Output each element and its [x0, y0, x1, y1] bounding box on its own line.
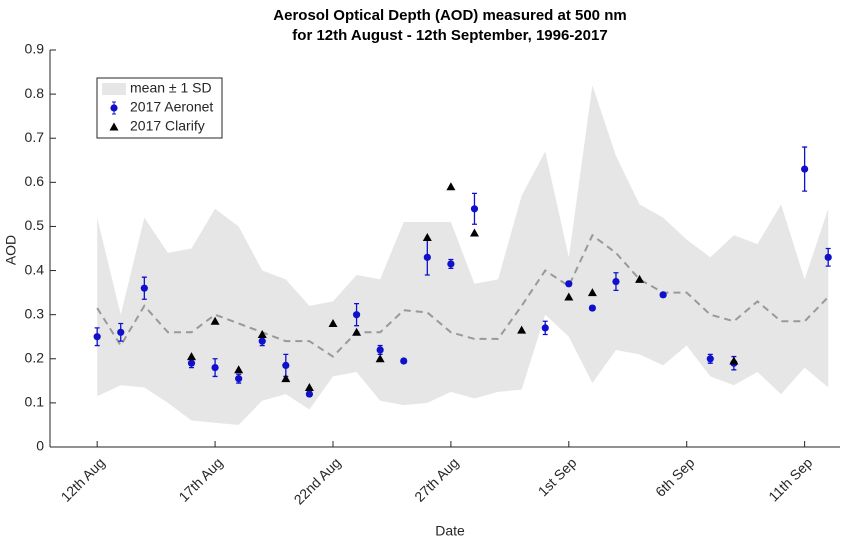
point	[446, 182, 456, 191]
x-tick-label: 12th Aug	[58, 454, 108, 504]
point	[352, 327, 362, 336]
legend-label: 2017 Clarify	[130, 118, 205, 134]
point	[588, 304, 596, 312]
point	[612, 277, 620, 286]
point	[565, 280, 573, 288]
x-tick-label: 6th Sep	[652, 454, 698, 500]
point	[258, 337, 266, 345]
point	[211, 364, 219, 372]
mean-line	[96, 233, 829, 358]
point	[234, 365, 244, 374]
legend-swatch	[102, 83, 126, 95]
point	[541, 324, 549, 332]
point	[729, 356, 739, 365]
y-tick-label: 0.5	[25, 217, 45, 233]
legend-marker	[109, 122, 119, 131]
y-tick-label: 0.4	[25, 261, 45, 277]
x-tick-label: 1st Sep	[535, 454, 580, 499]
point	[824, 253, 832, 261]
point	[281, 374, 291, 383]
point	[352, 311, 361, 319]
point	[210, 316, 220, 325]
x-tick-label: 17th Aug	[175, 454, 225, 504]
point	[140, 284, 148, 292]
x-axis-label: Date	[435, 523, 465, 539]
y-tick-label: 0.3	[25, 305, 45, 321]
point	[186, 352, 196, 361]
x-tick-label: 11th Sep	[765, 454, 815, 504]
x-tick-label: 22nd Aug	[291, 454, 344, 507]
point	[423, 253, 431, 261]
y-tick-label: 0	[36, 438, 44, 454]
point	[422, 232, 432, 241]
point	[304, 382, 314, 391]
point	[235, 375, 243, 383]
legend-label: mean ± 1 SD	[130, 80, 212, 96]
point	[706, 355, 714, 363]
point	[447, 260, 455, 268]
legend-marker	[110, 104, 118, 112]
legend-label: 2017 Aeronet	[130, 99, 213, 115]
point	[257, 330, 267, 339]
point	[400, 357, 408, 365]
y-tick-label: 0.6	[25, 173, 45, 189]
y-tick-label: 0.8	[25, 85, 45, 101]
point	[187, 359, 196, 367]
point	[635, 274, 645, 283]
y-tick-label: 0.2	[25, 349, 45, 365]
point	[305, 390, 314, 398]
y-axis-label: AOD	[3, 235, 19, 265]
y-tick-label: 0.7	[25, 129, 45, 145]
point	[470, 205, 479, 213]
point	[801, 165, 809, 173]
point	[282, 361, 290, 369]
point	[517, 325, 527, 334]
point	[376, 346, 384, 354]
chart-title: Aerosol Optical Depth (AOD) measured at …	[273, 7, 626, 24]
point	[469, 228, 479, 237]
y-tick-label: 0.9	[25, 41, 45, 57]
sd-band	[97, 85, 829, 425]
x-tick-label: 27th Aug	[411, 454, 461, 504]
point	[564, 292, 574, 301]
y-tick-label: 0.1	[25, 394, 45, 410]
point	[587, 288, 597, 297]
point	[117, 328, 125, 336]
point	[375, 354, 385, 363]
point	[328, 318, 338, 327]
point	[93, 333, 101, 341]
point	[659, 291, 667, 299]
chart-subtitle: for 12th August - 12th September, 1996-2…	[292, 27, 607, 44]
